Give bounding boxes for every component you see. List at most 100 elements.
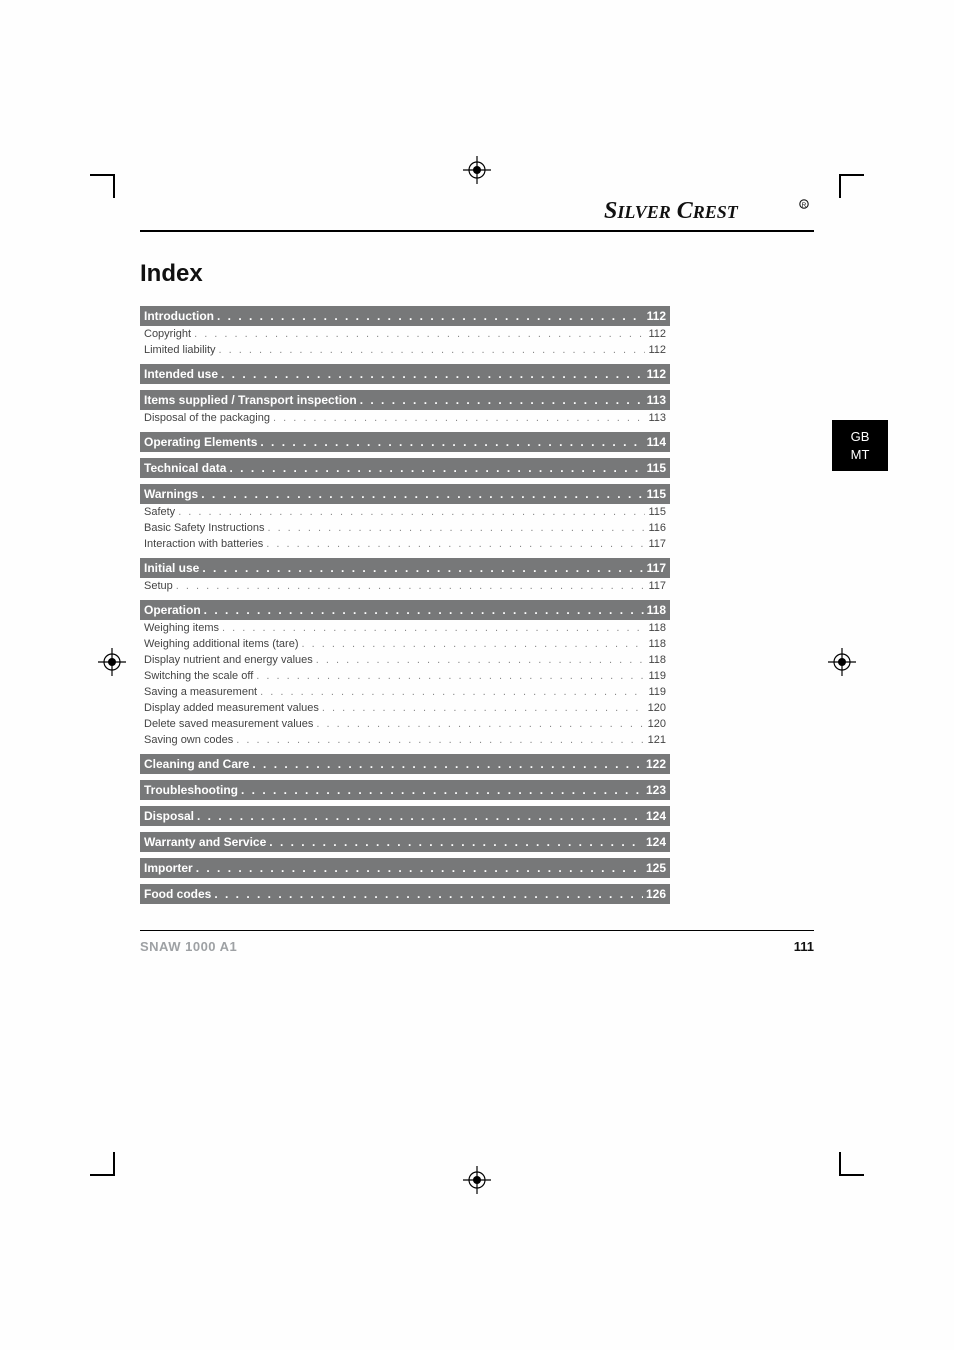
brand-rule — [140, 230, 814, 232]
crop-mark — [840, 174, 864, 176]
dot-leader: . . . . . . . . . . . . . . . . . . . . … — [273, 412, 645, 424]
toc-item-title: Initial use — [144, 561, 199, 575]
table-of-contents: Introduction . . . . . . . . . . . . . .… — [140, 306, 670, 904]
dot-leader: . . . . . . . . . . . . . . . . . . . . … — [266, 538, 645, 550]
toc-item-title: Disposal — [144, 809, 194, 823]
toc-item-page: 118 — [648, 638, 666, 650]
toc-item-page: 112 — [647, 367, 666, 381]
toc-item-page: 116 — [648, 522, 666, 534]
toc-item-page: 125 — [646, 861, 666, 875]
dot-leader: . . . . . . . . . . . . . . . . . . . . … — [256, 670, 645, 682]
footer-page-number: 111 — [794, 939, 814, 954]
toc-sub-item: Display added measurement values . . . .… — [140, 700, 670, 716]
toc-sub-item: Weighing additional items (tare) . . . .… — [140, 636, 670, 652]
dot-leader: . . . . . . . . . . . . . . . . . . . . … — [202, 561, 643, 575]
toc-item-title: Saving a measurement — [144, 686, 257, 698]
toc-item-title: Introduction — [144, 309, 214, 323]
toc-section-head: Importer . . . . . . . . . . . . . . . .… — [140, 858, 670, 878]
svg-text:SILVER CREST: SILVER CREST — [604, 198, 739, 224]
dot-leader: . . . . . . . . . . . . . . . . . . . . … — [217, 309, 644, 323]
toc-sub-item: Setup . . . . . . . . . . . . . . . . . … — [140, 578, 670, 594]
toc-item-page: 123 — [646, 783, 666, 797]
page-content: SILVER CREST R Index Introduction . . . … — [140, 196, 814, 1154]
toc-item-title: Display added measurement values — [144, 702, 319, 714]
dot-leader: . . . . . . . . . . . . . . . . . . . . … — [360, 393, 644, 407]
toc-section-head: Troubleshooting . . . . . . . . . . . . … — [140, 780, 670, 800]
toc-item-title: Troubleshooting — [144, 783, 238, 797]
toc-section-head: Warnings . . . . . . . . . . . . . . . .… — [140, 484, 670, 504]
crop-mark — [840, 1174, 864, 1176]
dot-leader: . . . . . . . . . . . . . . . . . . . . … — [316, 718, 644, 730]
toc-section-head: Initial use . . . . . . . . . . . . . . … — [140, 558, 670, 578]
toc-item-page: 124 — [646, 835, 666, 849]
dot-leader: . . . . . . . . . . . . . . . . . . . . … — [194, 328, 645, 340]
toc-item-page: 112 — [648, 344, 666, 356]
toc-sub-item: Interaction with batteries . . . . . . .… — [140, 536, 670, 552]
toc-sub-item: Basic Safety Instructions . . . . . . . … — [140, 520, 670, 536]
registration-mark-icon — [463, 156, 491, 184]
dot-leader: . . . . . . . . . . . . . . . . . . . . … — [197, 809, 643, 823]
toc-item-page: 118 — [647, 603, 666, 617]
toc-section-head: Technical data . . . . . . . . . . . . .… — [140, 458, 670, 478]
dot-leader: . . . . . . . . . . . . . . . . . . . . … — [178, 506, 645, 518]
registration-mark-icon — [828, 648, 856, 676]
brand-row: SILVER CREST R — [140, 196, 814, 224]
toc-section-head: Cleaning and Care . . . . . . . . . . . … — [140, 754, 670, 774]
index-title: Index — [140, 260, 814, 288]
toc-item-page: 119 — [648, 670, 666, 682]
toc-sub-item: Disposal of the packaging . . . . . . . … — [140, 410, 670, 426]
toc-item-page: 114 — [647, 435, 666, 449]
dot-leader: . . . . . . . . . . . . . . . . . . . . … — [241, 783, 643, 797]
toc-section-head: Operation . . . . . . . . . . . . . . . … — [140, 600, 670, 620]
toc-sub-item: Saving own codes . . . . . . . . . . . .… — [140, 732, 670, 748]
toc-item-page: 118 — [648, 622, 666, 634]
toc-item-page: 120 — [648, 718, 666, 730]
toc-item-title: Display nutrient and energy values — [144, 654, 313, 666]
toc-item-page: 113 — [647, 393, 666, 407]
toc-item-page: 115 — [647, 487, 666, 501]
toc-item-title: Operating Elements — [144, 435, 257, 449]
dot-leader: . . . . . . . . . . . . . . . . . . . . … — [222, 622, 645, 634]
svg-text:R: R — [802, 202, 807, 209]
toc-item-title: Weighing items — [144, 622, 219, 634]
toc-item-title: Copyright — [144, 328, 191, 340]
crop-mark — [839, 174, 841, 198]
crop-mark — [839, 1152, 841, 1176]
toc-item-title: Interaction with batteries — [144, 538, 263, 550]
toc-item-title: Limited liability — [144, 344, 216, 356]
toc-section-head: Intended use . . . . . . . . . . . . . .… — [140, 364, 670, 384]
toc-sub-item: Copyright . . . . . . . . . . . . . . . … — [140, 326, 670, 342]
toc-item-title: Importer — [144, 861, 193, 875]
crop-mark — [113, 174, 115, 198]
toc-item-title: Basic Safety Instructions — [144, 522, 264, 534]
toc-item-title: Technical data — [144, 461, 226, 475]
language-tab: GB MT — [832, 420, 888, 471]
toc-sub-item: Switching the scale off . . . . . . . . … — [140, 668, 670, 684]
dot-leader: . . . . . . . . . . . . . . . . . . . . … — [176, 580, 646, 592]
dot-leader: . . . . . . . . . . . . . . . . . . . . … — [252, 757, 643, 771]
toc-sub-item: Delete saved measurement values . . . . … — [140, 716, 670, 732]
toc-item-title: Warranty and Service — [144, 835, 266, 849]
toc-item-page: 118 — [648, 654, 666, 666]
toc-item-page: 115 — [647, 461, 666, 475]
registration-mark-icon — [98, 648, 126, 676]
dot-leader: . . . . . . . . . . . . . . . . . . . . … — [236, 734, 644, 746]
toc-item-page: 112 — [647, 309, 666, 323]
toc-item-title: Cleaning and Care — [144, 757, 249, 771]
toc-item-title: Intended use — [144, 367, 218, 381]
toc-sub-item: Limited liability . . . . . . . . . . . … — [140, 342, 670, 358]
toc-sub-item: Saving a measurement . . . . . . . . . .… — [140, 684, 670, 700]
toc-item-page: 117 — [647, 561, 666, 575]
dot-leader: . . . . . . . . . . . . . . . . . . . . … — [214, 887, 643, 901]
dot-leader: . . . . . . . . . . . . . . . . . . . . … — [260, 686, 645, 698]
dot-leader: . . . . . . . . . . . . . . . . . . . . … — [267, 522, 645, 534]
crop-mark — [90, 174, 114, 176]
dot-leader: . . . . . . . . . . . . . . . . . . . . … — [322, 702, 645, 714]
toc-item-title: Setup — [144, 580, 173, 592]
dot-leader: . . . . . . . . . . . . . . . . . . . . … — [316, 654, 646, 666]
crop-mark — [113, 1152, 115, 1176]
dot-leader: . . . . . . . . . . . . . . . . . . . . … — [204, 603, 644, 617]
toc-item-page: 122 — [646, 757, 666, 771]
toc-section-head: Disposal . . . . . . . . . . . . . . . .… — [140, 806, 670, 826]
dot-leader: . . . . . . . . . . . . . . . . . . . . … — [260, 435, 643, 449]
